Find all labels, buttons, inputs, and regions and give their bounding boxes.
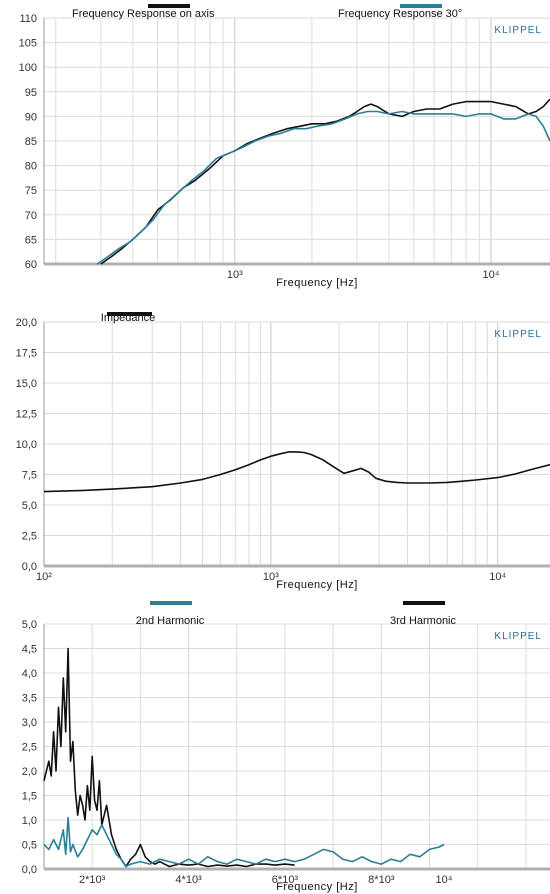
y-tick-label: 100 <box>19 62 37 74</box>
x-tick-label: 4*10³ <box>175 874 202 886</box>
legend-label: Frequency Response on axis <box>72 8 215 20</box>
y-tick-label: 15,0 <box>16 378 37 390</box>
x-axis-label: Frequency [Hz] <box>276 277 358 289</box>
x-tick-label: 10³ <box>263 571 279 583</box>
chart-panel-3: 0,0 0,5 1,0 1,5 2,0 2,5 3,0 3,5 4,0 4,5 5,0 2*10³ 4*… <box>22 601 550 893</box>
x-tick-label: 10⁴ <box>489 571 506 583</box>
y-tick-label: 17,5 <box>16 348 37 360</box>
chart-panel-1: 60 65 70 75 80 85 90 95 100 105 110 10³ 10⁴ Frequency… <box>19 4 550 289</box>
y-tick-label: 20,0 <box>16 317 37 329</box>
y-tick-label: 1,5 <box>22 791 37 803</box>
y-tick-label: 1,0 <box>22 815 37 827</box>
y-tick-label: 90 <box>25 111 37 123</box>
y-tick-label: 3,0 <box>22 717 37 729</box>
y-tick-label: 4,5 <box>22 644 37 656</box>
y-tick-label: 12,5 <box>16 409 37 421</box>
legend-swatch <box>150 601 192 605</box>
y-tick-label: 65 <box>25 234 37 246</box>
series-line <box>43 647 295 868</box>
legend-swatch <box>107 312 152 316</box>
legend-label: 2nd Harmonic <box>136 615 205 627</box>
legend-swatch <box>148 4 190 8</box>
y-tick-label: 3,5 <box>22 693 37 705</box>
brand-label: KLIPPEL <box>494 329 542 340</box>
y-tick-label: 5,0 <box>22 619 37 631</box>
series-line <box>43 816 445 868</box>
grid-lines <box>44 17 550 265</box>
legend: 2nd Harmonic 3rd Harmonic <box>136 601 457 627</box>
y-tick-label: 2,5 <box>22 531 37 543</box>
y-tick-label: 5,0 <box>22 500 37 512</box>
x-tick-label: 10³ <box>227 269 243 281</box>
series-line <box>43 451 550 493</box>
y-tick-label: 7,5 <box>22 470 37 482</box>
y-tick-label: 0,0 <box>22 864 37 876</box>
legend-label: Frequency Response 30° <box>338 8 462 20</box>
legend: Frequency Response on axis Frequency Resp… <box>72 4 462 20</box>
y-tick-label: 70 <box>25 210 37 222</box>
chart-panel-2: 0,0 2,5 5,0 7,5 10,0 12,5 15,0 17,5 20,0 10² 10³ 10… <box>16 312 550 591</box>
y-tick-label: 60 <box>25 259 37 271</box>
y-tick-label: 4,0 <box>22 668 37 680</box>
brand-label: KLIPPEL <box>494 631 542 642</box>
y-tick-label: 105 <box>19 38 37 50</box>
y-tick-label: 10,0 <box>16 439 37 451</box>
y-tick-label: 2,5 <box>22 742 37 754</box>
y-tick-label: 80 <box>25 161 37 173</box>
series-line <box>96 110 550 265</box>
grid-lines <box>43 321 550 567</box>
brand-label: KLIPPEL <box>494 25 542 36</box>
y-tick-label: 2,0 <box>22 766 37 778</box>
x-axis-label: Frequency [Hz] <box>276 881 358 893</box>
y-tick-label: 75 <box>25 185 37 197</box>
x-tick-label: 10² <box>36 571 52 583</box>
y-tick-label: 110 <box>19 13 37 25</box>
y-tick-label: 85 <box>25 136 37 148</box>
y-tick-label: 0,0 <box>22 561 37 573</box>
x-tick-label: 10⁴ <box>482 269 499 281</box>
x-tick-label: 10⁴ <box>435 874 452 886</box>
legend-swatch <box>403 601 445 605</box>
legend-label: 3rd Harmonic <box>390 615 457 627</box>
x-axis-label: Frequency [Hz] <box>276 579 358 591</box>
legend-label: Impedance <box>101 312 155 324</box>
y-tick-label: 0,5 <box>22 840 37 852</box>
x-tick-label: 8*10³ <box>368 874 395 886</box>
x-tick-label: 6*10³ <box>272 874 299 886</box>
x-tick-label: 2*10³ <box>79 874 106 886</box>
y-tick-label: 95 <box>25 87 37 99</box>
legend-swatch <box>400 4 442 8</box>
grid-lines <box>43 623 550 870</box>
legend: Impedance <box>101 312 155 324</box>
